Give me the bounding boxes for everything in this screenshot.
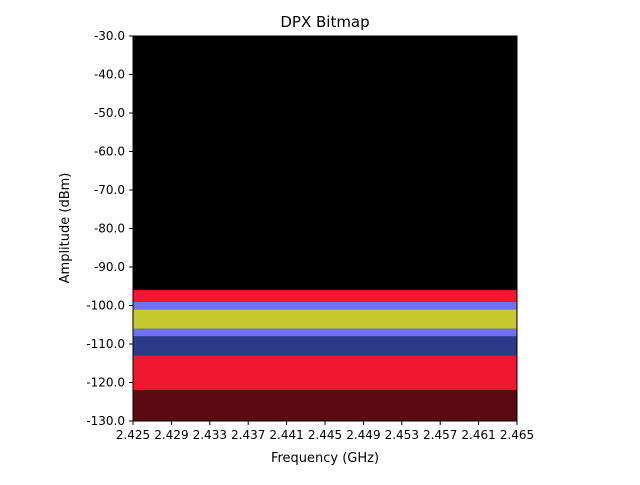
y-axis: -30.0 -40.0 -50.0 -60.0 -70.0 -80.0 -90.0 -100.… (86, 29, 133, 428)
y-tick-label: -90.0 (94, 260, 125, 274)
y-tick-label: -30.0 (94, 29, 125, 43)
y-tick-label: -50.0 (94, 106, 125, 120)
density-band-high (133, 301, 517, 310)
x-axis: 2.425 2.429 2.433 2.437 2.441 2.445 2.449 2.453… (116, 421, 534, 442)
signal-density-layer (133, 290, 517, 421)
x-tick-label: 2.429 (154, 428, 188, 442)
x-tick-label: 2.453 (385, 428, 419, 442)
x-tick-label: 2.425 (116, 428, 150, 442)
density-band-medium-high (133, 336, 517, 356)
y-tick-label: -70.0 (94, 183, 125, 197)
x-tick-label: 2.465 (500, 428, 534, 442)
x-axis-label: Frequency (GHz) (271, 451, 379, 466)
y-axis-label: Amplitude (dBm) (58, 173, 73, 284)
y-tick-label: -120.0 (86, 376, 125, 390)
density-band-peak (133, 309, 517, 329)
x-tick-label: 2.449 (346, 428, 380, 442)
x-tick-label: 2.457 (423, 428, 457, 442)
x-tick-label: 2.441 (269, 428, 303, 442)
x-tick-label: 2.461 (461, 428, 495, 442)
y-tick-label: -100.0 (86, 299, 125, 313)
x-tick-label: 2.445 (308, 428, 342, 442)
y-tick-label: -40.0 (94, 68, 125, 82)
density-band-medium (133, 290, 517, 302)
y-tick-label: -110.0 (86, 337, 125, 351)
x-tick-label: 2.433 (193, 428, 227, 442)
density-band-medium (133, 355, 517, 391)
x-tick-label: 2.437 (231, 428, 265, 442)
y-tick-label: -130.0 (86, 414, 125, 428)
density-band-low (133, 390, 517, 421)
density-band-high (133, 328, 517, 337)
y-tick-label: -80.0 (94, 222, 125, 236)
chart-title: DPX Bitmap (280, 13, 369, 31)
y-tick-label: -60.0 (94, 145, 125, 159)
